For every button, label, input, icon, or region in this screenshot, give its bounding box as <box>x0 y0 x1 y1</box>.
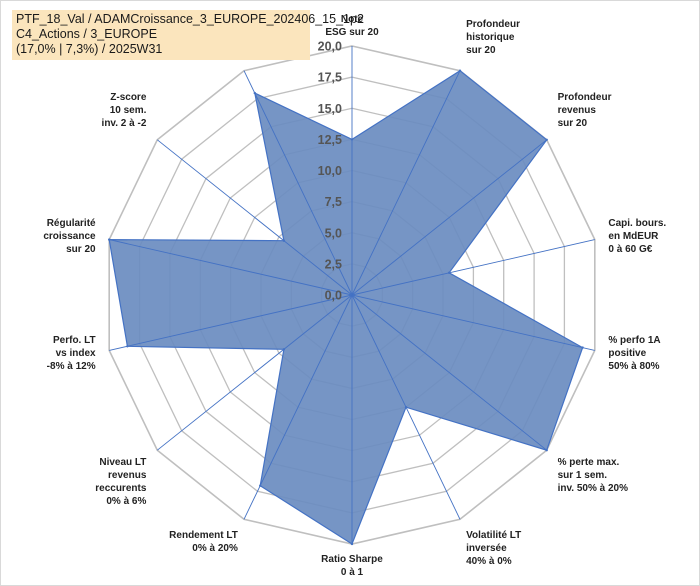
axis-label: sur 20 <box>466 45 496 56</box>
radial-tick-labels: 0,0 2,5 5,0 7,5 10,0 12,5 15,0 17,5 20,0 <box>318 40 342 303</box>
tick-label: 15,0 <box>318 102 342 116</box>
spoke-line <box>243 294 353 520</box>
spoke-line <box>109 239 353 296</box>
tick-label: 7,5 <box>325 195 342 209</box>
axis-label: Perfo. LT <box>53 335 96 346</box>
axis-label: sur 20 <box>558 118 588 129</box>
spoke-line <box>157 139 353 296</box>
chart-title-box: PTF_18_Val / ADAMCroissance_3_EUROPE_202… <box>12 10 364 60</box>
axis-label: 10 sem. <box>110 105 147 116</box>
axis-label: 0% à 6% <box>106 496 146 507</box>
axis-label: croissance <box>43 231 96 242</box>
spoke-line <box>351 294 595 351</box>
axis-label: positive <box>608 348 646 359</box>
axis-label: sur 1 sem. <box>558 470 608 481</box>
axis-label: reccurents <box>95 483 147 494</box>
axis-label: Volatilité LT <box>466 530 521 541</box>
axis-label: Note <box>341 14 364 25</box>
axis-label: vs index <box>56 348 96 359</box>
axis-label: inv. 2 à -2 <box>102 118 147 129</box>
tick-label: 0,0 <box>325 289 342 303</box>
spoke-line <box>351 70 461 296</box>
axis-label: ESG sur 20 <box>325 27 379 38</box>
axis-label: Z-score <box>110 92 147 103</box>
axis-label: revenus <box>558 105 597 116</box>
spoke-line <box>351 294 461 520</box>
axis-label: sur 20 <box>66 244 96 255</box>
spoke-line <box>351 139 547 296</box>
axis-label: 40% à 0% <box>466 556 512 567</box>
axis-label: % perte max. <box>558 457 620 468</box>
title-line-3: (17,0% | 7,3%) / 2025W31 <box>16 42 163 56</box>
axis-label: 0 à 1 <box>341 567 364 578</box>
axis-label: 0% à 20% <box>192 543 238 554</box>
spoke-line <box>351 239 595 296</box>
tick-label: 12,5 <box>318 133 342 147</box>
axis-label: % perfo 1A <box>608 335 660 346</box>
axis-label: 50% à 80% <box>608 361 659 372</box>
spoke-line <box>109 294 353 351</box>
axis-label: inversée <box>466 543 507 554</box>
spoke-line <box>157 294 353 451</box>
axis-label: inv. 50% à 20% <box>558 483 629 494</box>
axis-label: Rendement LT <box>169 530 238 541</box>
axis-label: historique <box>466 32 515 43</box>
axis-label: en MdEUR <box>608 231 659 242</box>
spoke-line <box>243 70 353 296</box>
axis-label: Ratio Sharpe <box>321 554 383 565</box>
tick-label: 2,5 <box>325 257 342 271</box>
tick-label: 5,0 <box>325 226 342 240</box>
axis-label: Profondeur <box>558 92 612 103</box>
axis-label: 0 à 60 G€ <box>608 244 652 255</box>
axis-label: Capi. bours. <box>608 218 666 229</box>
radar-spokes <box>109 46 595 544</box>
axis-label: -8% à 12% <box>47 361 96 372</box>
axis-label: Niveau LT <box>99 457 146 468</box>
tick-label: 17,5 <box>318 71 342 85</box>
axis-label: Profondeur <box>466 19 520 30</box>
tick-label: 20,0 <box>318 40 342 54</box>
title-line-2: C4_Actions / 3_EUROPE <box>16 27 158 41</box>
tick-label: 10,0 <box>318 164 342 178</box>
axis-label: revenus <box>108 470 147 481</box>
spoke-line <box>351 294 547 451</box>
title-line-1: PTF_18_Val / ADAMCroissance_3_EUROPE_202… <box>16 12 364 26</box>
axis-label: Régularité <box>47 218 96 229</box>
